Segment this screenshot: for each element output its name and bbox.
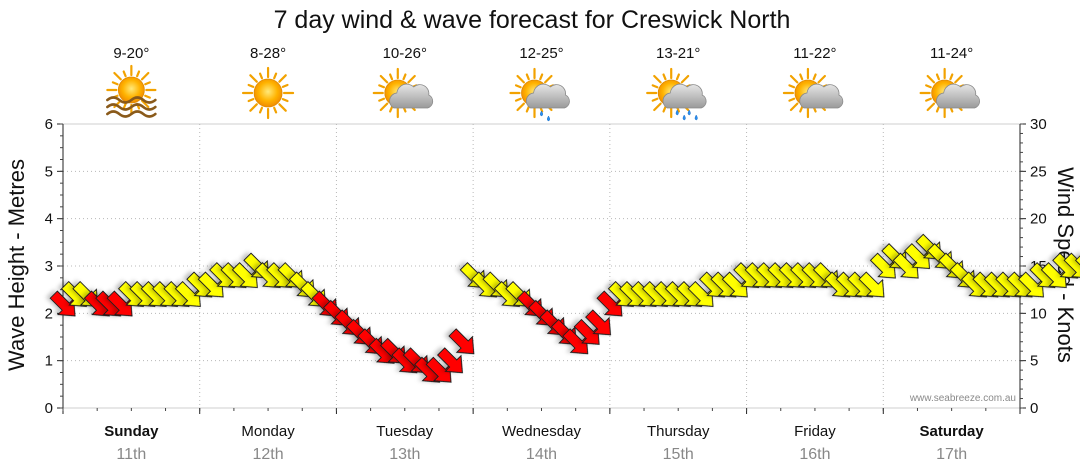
temperature-label: 11-22° [793,45,836,62]
day-date-label: 15th [663,446,694,463]
right-tick-label: 20 [1030,211,1047,228]
day-name-label: Monday [241,423,295,440]
weather-sun-cloud-icon [782,67,844,119]
wind-arrow [1063,252,1080,279]
day-name-label: Sunday [104,423,159,440]
weather-sun-icon [241,66,295,120]
temperature-label: 12-25° [519,45,563,62]
left-tick-label: 2 [45,305,53,322]
day-date-label: 11th [116,446,146,463]
wind-arrow [448,328,475,355]
day-date-label: 13th [389,446,420,463]
left-tick-label: 4 [45,211,53,228]
wave-height-axis: 0 1 2 3 4 5 6 [45,116,64,417]
day-labels: Sunday 11th Monday 12th Tuesday 13th Wednesday… [62,408,1021,463]
watermark: www.seabreeze.com.au [909,393,1016,404]
day-name-label: Saturday [920,423,985,440]
temperature-label: 10-26° [383,45,427,62]
left-tick-label: 3 [45,258,53,275]
wind-arrow [1074,252,1080,279]
day-date-label: 14th [526,446,557,463]
right-tick-label: 10 [1030,305,1047,322]
left-tick-label: 6 [45,116,53,133]
right-tick-label: 25 [1030,163,1047,180]
temperature-label: 11-24° [930,45,973,62]
left-tick-label: 1 [45,353,53,370]
weather-sun-cloud-icon [372,67,434,119]
wind-arrow-series [49,233,1080,383]
day-date-label: 17th [936,446,967,463]
weather-sun-cloud-showers-icon [646,67,707,121]
left-tick-label: 0 [45,400,53,417]
day-date-label: 16th [799,446,830,463]
weather-row: 9-20° 8-28° 10-26° 12-25° 13-21° 11-22° 11-24° [106,45,980,122]
wind-arrow [436,347,463,374]
day-name-label: Thursday [647,423,710,440]
wind-speed-axis: 051015202530 [1019,116,1047,417]
temperature-label: 8-28° [250,45,286,62]
weather-sun-haze-icon [106,64,157,118]
weather-sun-cloud-icon [919,67,980,119]
day-name-label: Wednesday [502,423,581,440]
right-tick-label: 30 [1030,116,1047,133]
day-name-label: Tuesday [376,423,433,440]
day-date-label: 12th [253,446,284,463]
temperature-label: 9-20° [113,45,149,62]
right-tick-label: 0 [1030,400,1038,417]
day-name-label: Friday [794,423,836,440]
chart-title: 7 day wind & wave forecast for Creswick … [274,6,791,34]
wind-arrow [585,309,612,336]
left-axis-title: Wave Height - Metres [4,159,29,371]
left-tick-label: 5 [45,163,53,180]
weather-sun-cloud-drizzle-icon [509,67,570,122]
temperature-label: 13-21° [656,45,700,62]
right-tick-label: 5 [1030,353,1038,370]
wind-arrow [858,271,885,298]
